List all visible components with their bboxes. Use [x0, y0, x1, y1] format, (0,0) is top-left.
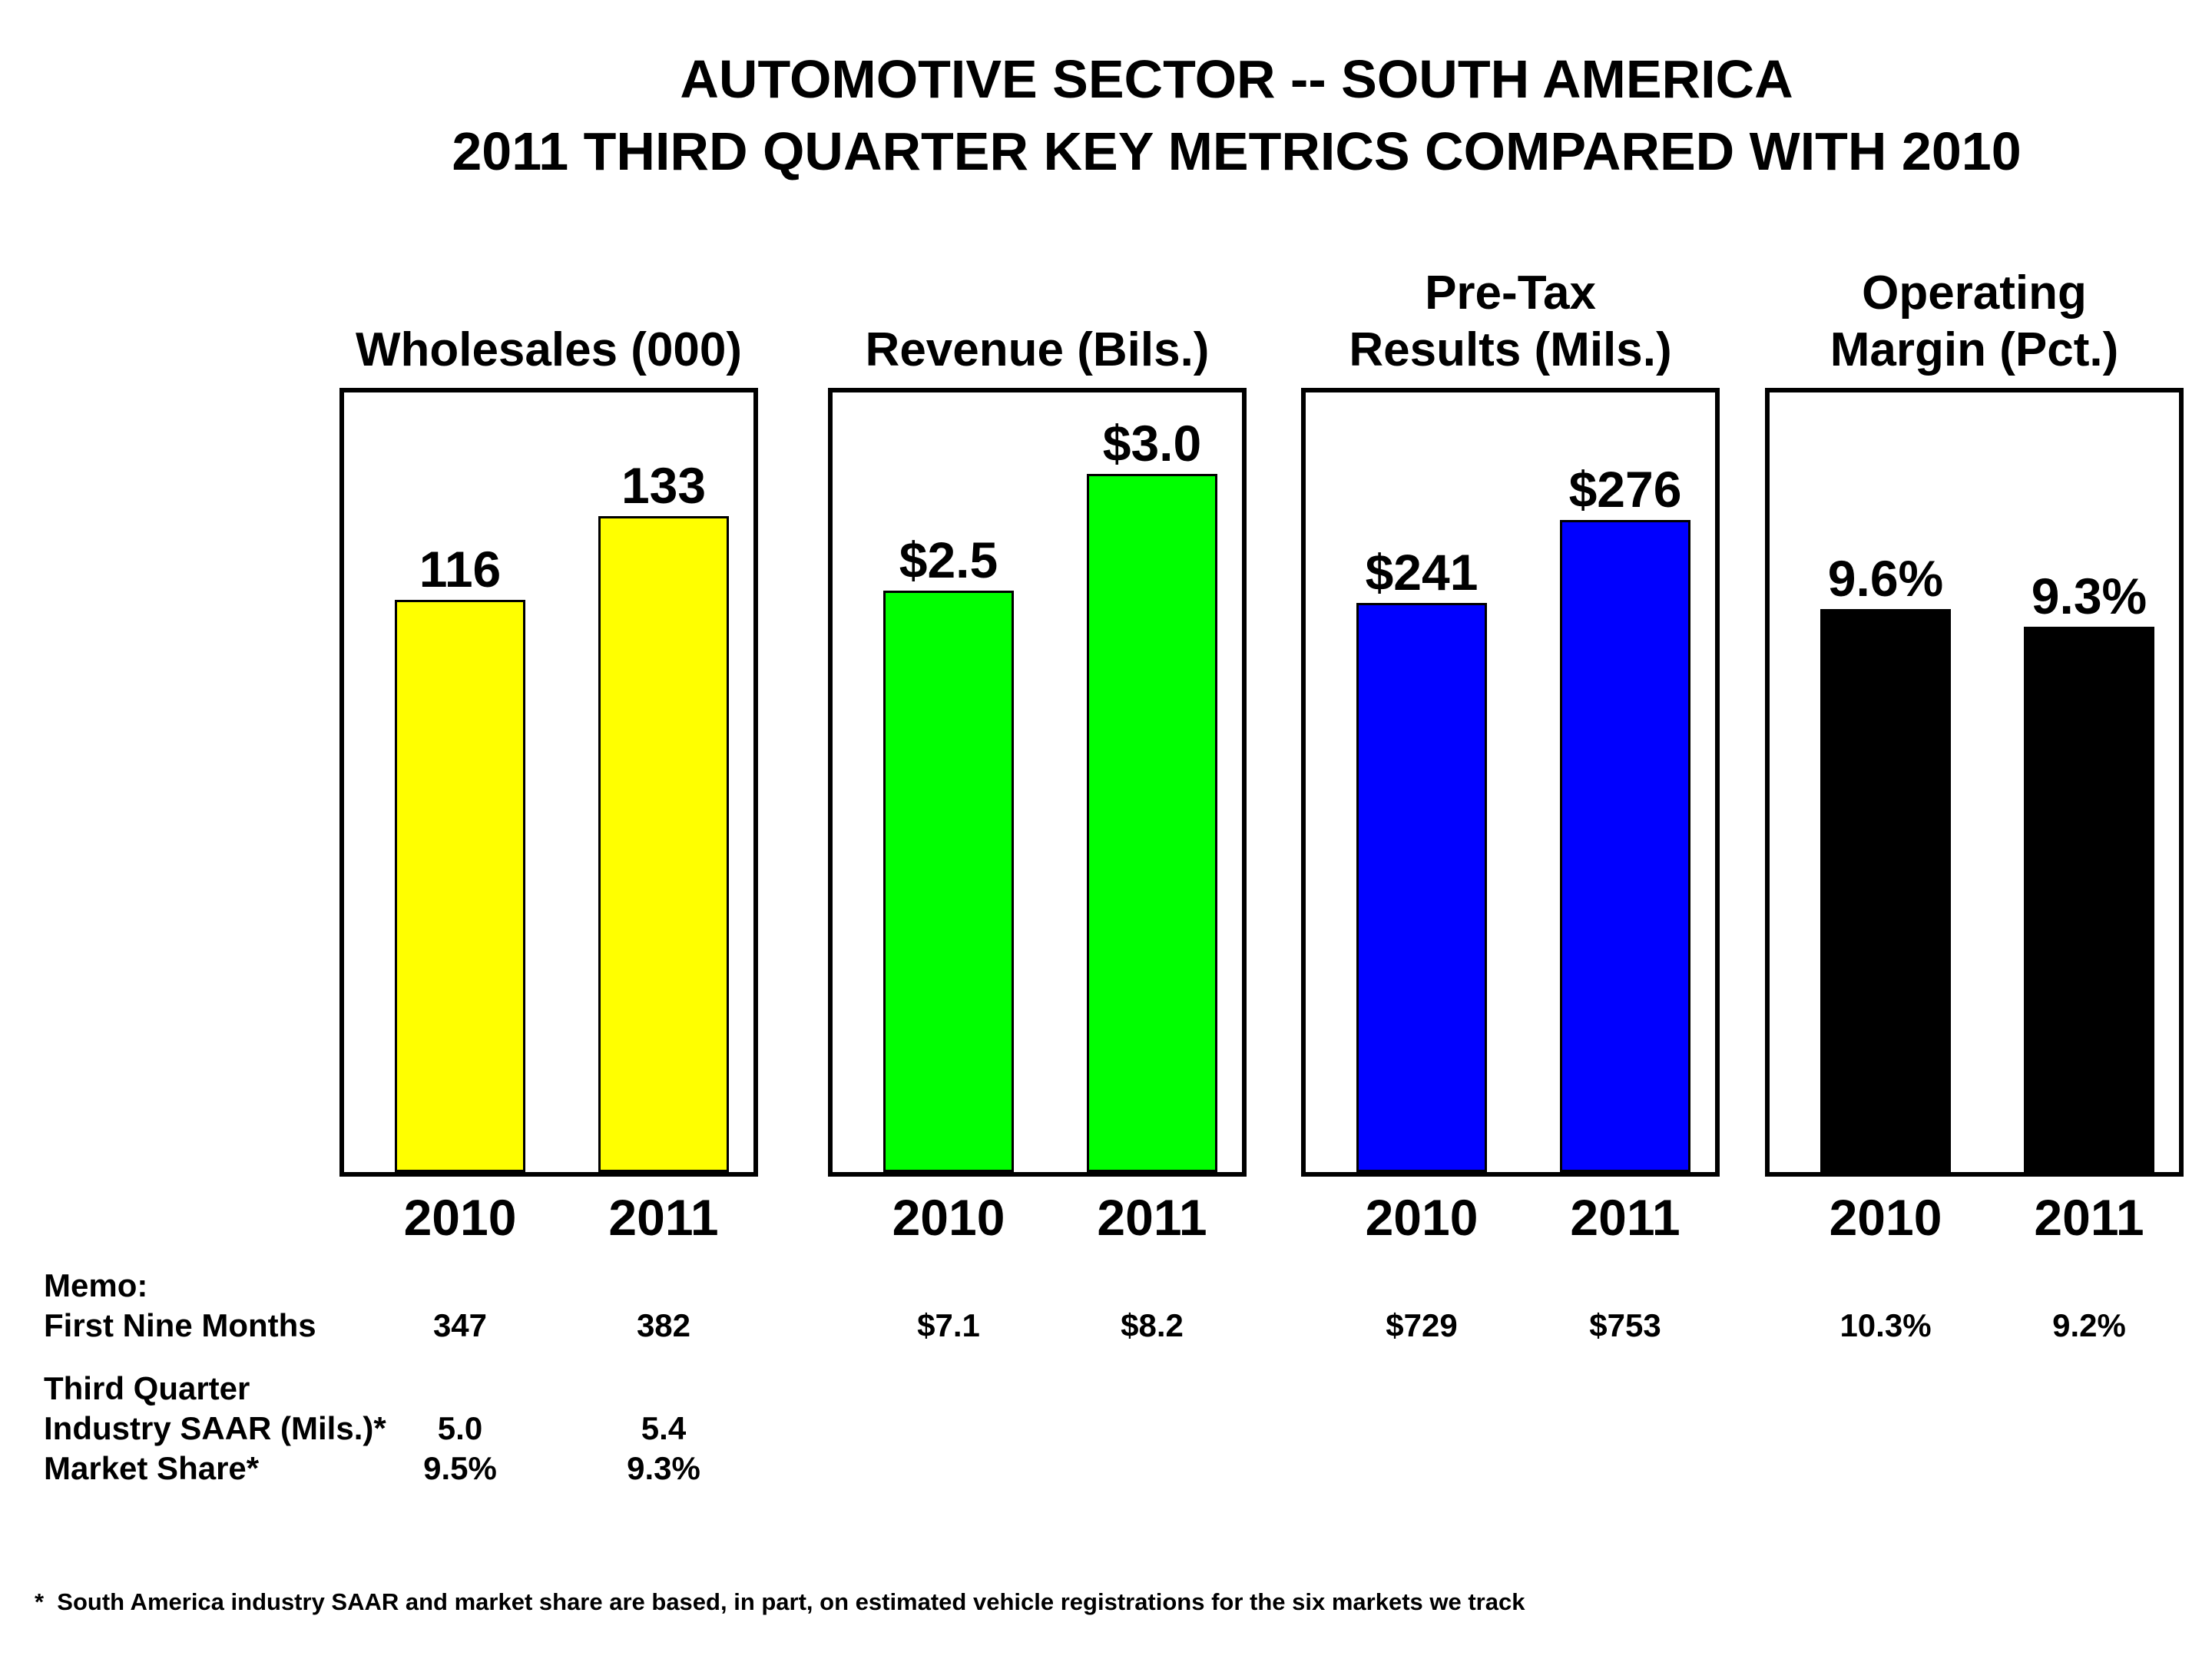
axis-label-revenue-2011: 2011: [1097, 1189, 1207, 1246]
memo-value-wholesales-col1: 347: [432, 1307, 488, 1343]
bar-value-label-pretax-results-2010: $241: [1365, 544, 1479, 601]
panel-title-pretax-results-line2: Results (Mils.): [1349, 323, 1672, 376]
bar-value-label-wholesales-2011: 133: [621, 457, 707, 514]
bar-value-label-revenue-2011: $3.0: [1102, 415, 1202, 472]
panel-title-revenue-line1: Revenue (Bils.): [865, 323, 1210, 376]
memo-row-label-first-nine-months: First Nine Months: [44, 1307, 316, 1343]
memo-value-revenue-col1: $7.1: [917, 1307, 980, 1343]
axis-label-wholesales-2011: 2011: [608, 1189, 719, 1246]
plot-box-pretax-results: [1301, 388, 1720, 1177]
plot-box-revenue: [828, 388, 1247, 1177]
axis-label-wholesales-2010: 2010: [403, 1189, 517, 1246]
plot-box-operating-margin: [1765, 388, 2184, 1177]
bar-value-label-wholesales-2010: 116: [419, 541, 502, 598]
memo-value-wholesales-col2: 9.3%: [627, 1450, 700, 1486]
slide-title-line1: AUTOMOTIVE SECTOR -- SOUTH AMERICA: [680, 49, 1793, 109]
footnote: * South America industry SAAR and market…: [35, 1588, 1525, 1615]
memo-value-wholesales-col1: 5.0: [437, 1410, 483, 1446]
panel-title-pretax-results: Pre-Tax Results (Mils.): [1278, 265, 1743, 379]
bar-wholesales-2010: [395, 600, 525, 1172]
axis-label-revenue-2010: 2010: [892, 1189, 1005, 1246]
panel-title-wholesales: Wholesales (000): [316, 322, 781, 379]
memo-value-pretax-results-col2: $753: [1589, 1307, 1661, 1343]
plot-box-wholesales: [339, 388, 758, 1177]
bar-operating-margin-2011: [2024, 627, 2154, 1172]
bar-value-label-operating-margin-2010: 9.6%: [1827, 550, 1944, 607]
bar-revenue-2010: [883, 591, 1014, 1172]
memo-value-wholesales-col1: 9.5%: [423, 1450, 497, 1486]
panel-title-pretax-results-line1: Pre-Tax: [1425, 267, 1596, 320]
memo-value-wholesales-col2: 382: [636, 1307, 691, 1343]
panel-title-operating-margin-line1: Operating: [1862, 267, 2087, 320]
panel-title-wholesales-line1: Wholesales (000): [355, 323, 743, 376]
memo-heading: Memo:: [44, 1267, 148, 1303]
panel-title-operating-margin: Operating Margin (Pct.): [1742, 265, 2207, 379]
memo-row-label-market-share: Market Share*: [44, 1450, 260, 1486]
bar-value-label-pretax-results-2011: $276: [1568, 461, 1682, 518]
memo-row-label-industry-saar: Industry SAAR (Mils.)*: [44, 1410, 386, 1446]
bar-revenue-2011: [1087, 474, 1217, 1172]
memo-value-wholesales-col2: 5.4: [641, 1410, 687, 1446]
memo-value-revenue-col2: $8.2: [1121, 1307, 1184, 1343]
panel-title-operating-margin-line2: Margin (Pct.): [1830, 323, 2119, 376]
bar-value-label-revenue-2010: $2.5: [899, 531, 998, 588]
panel-title-revenue: Revenue (Bils.): [805, 322, 1270, 379]
axis-label-pretax-results-2011: 2011: [1570, 1189, 1681, 1246]
memo-row-label-third-quarter: Third Quarter: [44, 1370, 250, 1406]
bar-pretax-results-2010: [1356, 603, 1487, 1172]
bar-value-label-operating-margin-2011: 9.3%: [2031, 568, 2147, 624]
bar-pretax-results-2011: [1560, 520, 1690, 1172]
axis-label-operating-margin-2011: 2011: [2034, 1189, 2144, 1246]
slide-title: AUTOMOTIVE SECTOR -- SOUTH AMERICA 2011 …: [284, 43, 2189, 187]
memo-value-operating-margin-col1: 10.3%: [1839, 1307, 1932, 1343]
slide-title-line2: 2011 THIRD QUARTER KEY METRICS COMPARED …: [452, 121, 2022, 181]
axis-label-pretax-results-2010: 2010: [1365, 1189, 1479, 1246]
memo-value-pretax-results-col1: $729: [1386, 1307, 1458, 1343]
bar-operating-margin-2010: [1820, 609, 1951, 1172]
memo-value-operating-margin-col2: 9.2%: [2052, 1307, 2126, 1343]
bar-wholesales-2011: [598, 516, 729, 1172]
axis-label-operating-margin-2010: 2010: [1829, 1189, 1942, 1246]
